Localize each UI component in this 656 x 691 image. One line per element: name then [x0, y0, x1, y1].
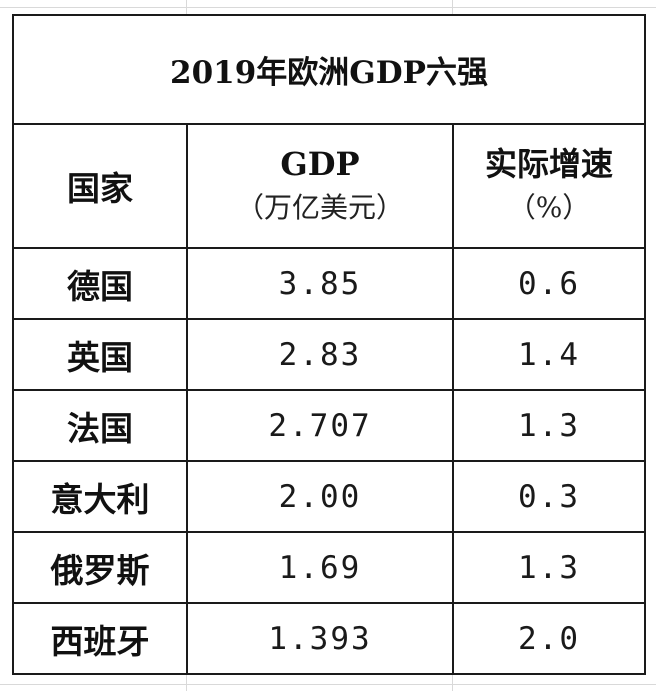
growth-cell[interactable]: 0.6: [451, 247, 647, 320]
header-row: 国家 GDP （万亿美元） 实际增速 （%）: [12, 123, 647, 249]
header-country[interactable]: 国家: [12, 123, 188, 249]
growth-cell[interactable]: 1.3: [451, 531, 647, 604]
gdp-cell[interactable]: 2.83: [186, 318, 454, 391]
growth-cell[interactable]: 0.3: [451, 460, 647, 533]
header-gdp[interactable]: GDP （万亿美元）: [186, 123, 454, 249]
gdp-cell[interactable]: 1.69: [186, 531, 454, 604]
country-cell[interactable]: 俄罗斯: [12, 531, 188, 604]
table-row: 英国 2.83 1.4: [12, 318, 647, 391]
header-gdp-label: GDP: [280, 145, 360, 183]
table-row: 德国 3.85 0.6: [12, 247, 647, 320]
country-cell[interactable]: 西班牙: [12, 602, 188, 675]
growth-cell[interactable]: 1.3: [451, 389, 647, 462]
growth-cell[interactable]: 1.4: [451, 318, 647, 391]
table-row: 法国 2.707 1.3: [12, 389, 647, 462]
gdp-cell[interactable]: 3.85: [186, 247, 454, 320]
gdp-cell[interactable]: 2.707: [186, 389, 454, 462]
country-cell[interactable]: 英国: [12, 318, 188, 391]
table-title[interactable]: 2019年欧洲GDP六强: [11, 14, 647, 125]
table-row: 俄罗斯 1.69 1.3: [12, 531, 647, 604]
header-growth[interactable]: 实际增速 （%）: [451, 123, 647, 249]
header-growth-unit: （%）: [507, 191, 591, 224]
title-row: 2019年欧洲GDP六强: [11, 14, 647, 125]
gdp-cell[interactable]: 2.00: [186, 460, 454, 533]
grid-line: [0, 684, 656, 685]
table-row: 意大利 2.00 0.3: [12, 460, 647, 533]
gdp-cell[interactable]: 1.393: [186, 602, 454, 675]
country-cell[interactable]: 意大利: [12, 460, 188, 533]
country-cell[interactable]: 德国: [12, 247, 188, 320]
gdp-table: 2019年欧洲GDP六强 国家 GDP （万亿美元） 实际增速 （%） 德国 3…: [11, 14, 647, 675]
growth-cell[interactable]: 2.0: [451, 602, 647, 675]
grid-line: [0, 7, 656, 8]
table-row: 西班牙 1.393 2.0: [12, 602, 647, 675]
header-growth-label: 实际增速: [485, 145, 614, 183]
country-cell[interactable]: 法国: [12, 389, 188, 462]
header-gdp-unit: （万亿美元）: [235, 191, 404, 224]
